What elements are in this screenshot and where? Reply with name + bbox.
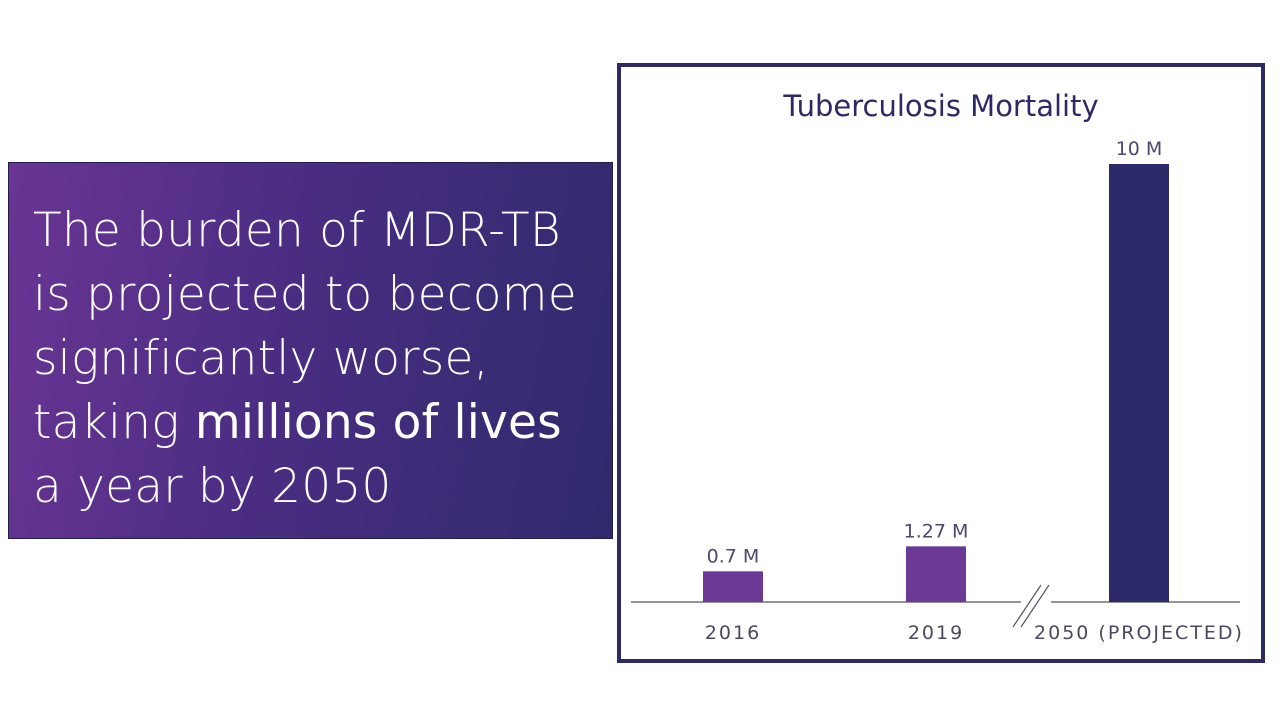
- bar-2050: [1109, 164, 1169, 602]
- x-tick-label-2019: 2019: [908, 622, 964, 644]
- chart-title: Tuberculosis Mortality: [783, 89, 1099, 123]
- tb-mortality-bar-chart: 0.7 M 2016 1.27 M 2019 10 M 2050 (PROJECTED): [631, 138, 1244, 644]
- chart-frame: Tuberculosis Mortality 0.7 M 2016 1.27 M 20…: [617, 63, 1265, 663]
- axis-break-mask: [1021, 586, 1051, 618]
- bar-2016: [703, 571, 763, 602]
- x-tick-label-2016: 2016: [705, 622, 761, 644]
- callout-text: The burden of MDR-TB is projected to bec…: [33, 199, 594, 519]
- axis-break-slash-2: [1020, 584, 1050, 628]
- callout-text-emphasis: millions of lives: [194, 395, 562, 450]
- bar-2019: [906, 546, 966, 602]
- data-label-2019: 1.27 M: [904, 520, 969, 542]
- data-label-2016: 0.7 M: [707, 545, 760, 567]
- callout-box: The burden of MDR-TB is projected to bec…: [8, 162, 613, 539]
- data-label-2050: 10 M: [1116, 138, 1163, 160]
- x-tick-label-2050: 2050 (PROJECTED): [1034, 622, 1244, 644]
- callout-text-part-2: a year by 2050: [33, 459, 392, 514]
- axis-break-slash-1: [1012, 584, 1042, 628]
- callout-text-part-1: The burden of MDR-TB is projected to bec…: [33, 203, 577, 450]
